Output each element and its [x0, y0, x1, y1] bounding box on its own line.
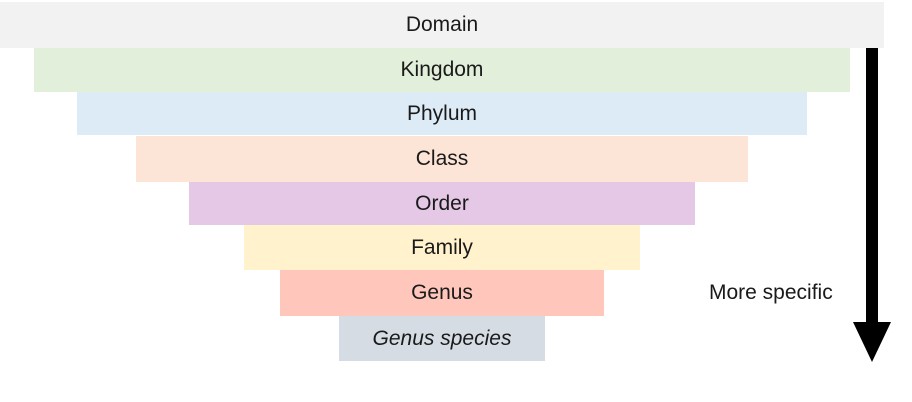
level-genus: Genus	[280, 270, 604, 316]
level-phylum-label: Phylum	[406, 101, 478, 125]
level-phylum: Phylum	[77, 92, 807, 135]
level-species: Genus species	[339, 316, 545, 361]
arrow-label: More specific	[709, 281, 833, 304]
down-arrow-icon	[853, 322, 891, 362]
level-kingdom-label: Kingdom	[400, 58, 484, 81]
level-class-label: Class	[415, 147, 469, 170]
level-class: Class	[136, 136, 748, 182]
level-species-label: Genus species	[372, 326, 512, 350]
level-genus-label: Genus	[411, 281, 473, 304]
level-order: Order	[189, 182, 695, 225]
down-arrow-shaft	[866, 48, 878, 324]
level-family: Family	[244, 225, 640, 270]
level-kingdom: Kingdom	[34, 48, 850, 92]
level-family-label: Family	[411, 235, 473, 259]
level-domain: Domain	[0, 2, 884, 48]
level-domain-label: Domain	[405, 13, 479, 36]
level-order-label: Order	[415, 191, 469, 215]
